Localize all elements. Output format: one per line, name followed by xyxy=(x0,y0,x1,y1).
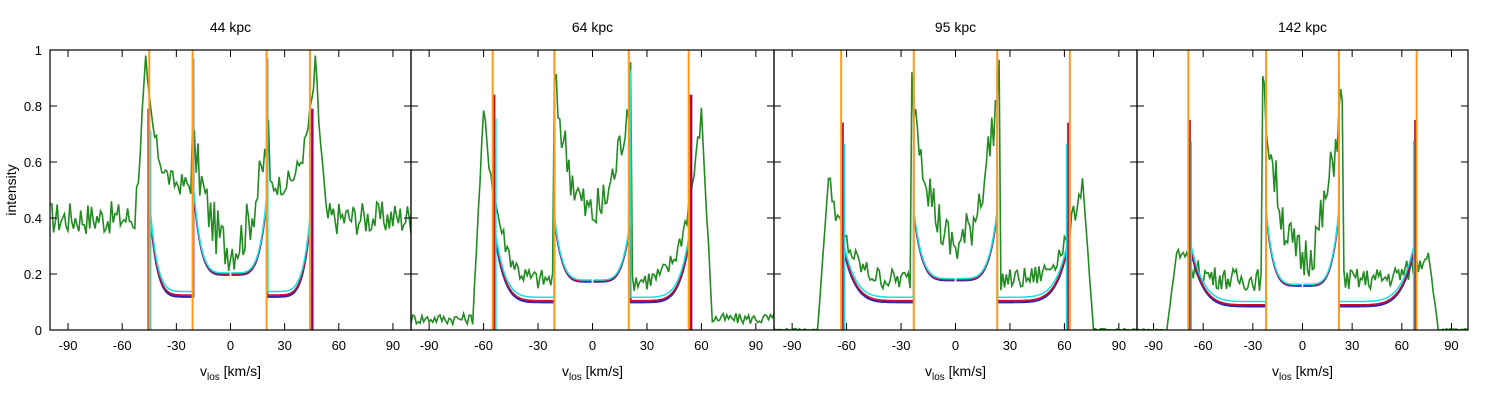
xtick-label-2-60: 60 xyxy=(694,338,708,353)
xtick-label-4--90: -90 xyxy=(1144,338,1163,353)
model-purple-1-1 xyxy=(231,58,314,330)
panel-2: -90 -60 -30 0 30 60 90 64 kpc vlos [km/s] xyxy=(410,19,775,383)
frame-2 xyxy=(410,49,775,331)
model-blue-3-1 xyxy=(956,95,1069,330)
model-blue-1-1 xyxy=(231,85,313,330)
xtick-label-4-0: 0 xyxy=(1299,338,1306,353)
xtick-label-1-0: 0 xyxy=(227,338,234,353)
model-red-1-1 xyxy=(231,58,313,330)
model-red-2-0 xyxy=(493,69,592,330)
xtick-label-1-60: 60 xyxy=(332,338,346,353)
ytick-label-0.4: 0.4 xyxy=(24,211,42,226)
ytick-label-0.6: 0.6 xyxy=(24,155,42,170)
model-cyan-4-0 xyxy=(1190,72,1302,330)
model-blue-4-1 xyxy=(1303,98,1416,330)
model-red-3-0 xyxy=(842,69,955,330)
model-cyan-3-1 xyxy=(956,69,1068,330)
model-red-4-0 xyxy=(1189,72,1302,330)
panels: -90 -60 -30 0 30 60 90 0 0.2 0.4 0.6 0.8 1 44 kpc vlos… xyxy=(24,19,1469,383)
xtick-label-4--30: -30 xyxy=(1243,338,1262,353)
xtick-label-4-90: 90 xyxy=(1444,338,1458,353)
xtick-label-1-30: 30 xyxy=(277,338,291,353)
model-blue-2-1 xyxy=(593,94,692,330)
model-red-4-1 xyxy=(1303,72,1416,330)
xtick-label-3-60: 60 xyxy=(1057,338,1071,353)
ytick-label-0: 0 xyxy=(35,323,42,338)
xtick-label-4-60: 60 xyxy=(1395,338,1409,353)
plot-area-4 xyxy=(1137,50,1468,330)
xtick-label-3--90: -90 xyxy=(783,338,802,353)
ytick-label-1: 1 xyxy=(35,43,42,58)
model-purple-2-0 xyxy=(492,69,592,330)
xtick-label-1--90: -90 xyxy=(59,338,78,353)
xtick-label-2-0: 0 xyxy=(589,338,596,353)
model-cyan-1-1 xyxy=(231,58,312,330)
model-blue-3-0 xyxy=(842,95,955,330)
model-cyan-2-1 xyxy=(593,69,690,330)
xtick-label-3--60: -60 xyxy=(837,338,856,353)
frame-4 xyxy=(1136,49,1469,331)
panel-1: -90 -60 -30 0 30 60 90 0 0.2 0.4 0.6 0.8 1 44 kpc vlos… xyxy=(24,19,412,383)
plot-area-2 xyxy=(411,50,774,330)
model-blue-2-0 xyxy=(493,94,592,330)
plot-area-1 xyxy=(50,50,411,330)
model-cyan-3-0 xyxy=(843,69,955,330)
x-axis-label-2: vlos [km/s] xyxy=(562,363,623,383)
observed-line-1 xyxy=(50,55,411,272)
xtick-label-2--60: -60 xyxy=(474,338,493,353)
xtick-label-3-0: 0 xyxy=(952,338,959,353)
ytick-label-0.2: 0.2 xyxy=(24,267,42,282)
panel-title-3: 95 kpc xyxy=(935,19,976,35)
xtick-label-1--60: -60 xyxy=(113,338,132,353)
xtick-label-3-90: 90 xyxy=(1112,338,1126,353)
panel-title-2: 64 kpc xyxy=(572,19,613,35)
xtick-label-3-30: 30 xyxy=(1003,338,1017,353)
model-blue-4-0 xyxy=(1189,98,1302,330)
model-cyan-2-0 xyxy=(495,69,592,330)
panel-title-1: 44 kpc xyxy=(210,19,251,35)
x-axis-label-1: vlos [km/s] xyxy=(200,363,261,383)
observed-line-4 xyxy=(1137,75,1468,330)
xtick-label-2-90: 90 xyxy=(749,338,763,353)
model-red-2-1 xyxy=(593,69,692,330)
observed-line-2 xyxy=(411,62,774,328)
xtick-label-4-30: 30 xyxy=(1345,338,1359,353)
panel-4: -90 -60 -30 0 30 60 90 142 kpc vlos [km/s] xyxy=(1136,19,1469,383)
x-axis-label-3: vlos [km/s] xyxy=(925,363,986,383)
model-purple-1-0 xyxy=(147,58,230,330)
frame-1 xyxy=(49,49,412,331)
xtick-label-4--60: -60 xyxy=(1194,338,1213,353)
xtick-label-2-30: 30 xyxy=(640,338,654,353)
xtick-label-1--30: -30 xyxy=(167,338,186,353)
y-axis-label: intensity xyxy=(3,164,19,215)
panel-3: -90 -60 -30 0 30 60 90 95 kpc vlos [km/s] xyxy=(773,19,1138,383)
observed-line-3 xyxy=(774,59,1137,330)
ytick-label-0.8: 0.8 xyxy=(24,99,42,114)
panel-title-4: 142 kpc xyxy=(1278,19,1327,35)
model-red-1-0 xyxy=(148,58,230,330)
model-red-3-1 xyxy=(956,69,1069,330)
xtick-label-2--90: -90 xyxy=(420,338,439,353)
model-cyan-1-0 xyxy=(149,58,230,330)
plot-area-3 xyxy=(774,50,1137,330)
model-cyan-4-1 xyxy=(1303,72,1415,330)
model-blue-1-0 xyxy=(148,85,230,330)
xtick-label-1-90: 90 xyxy=(386,338,400,353)
xtick-label-3--30: -30 xyxy=(892,338,911,353)
xtick-label-2--30: -30 xyxy=(529,338,548,353)
x-axis-label-4: vlos [km/s] xyxy=(1272,363,1333,383)
